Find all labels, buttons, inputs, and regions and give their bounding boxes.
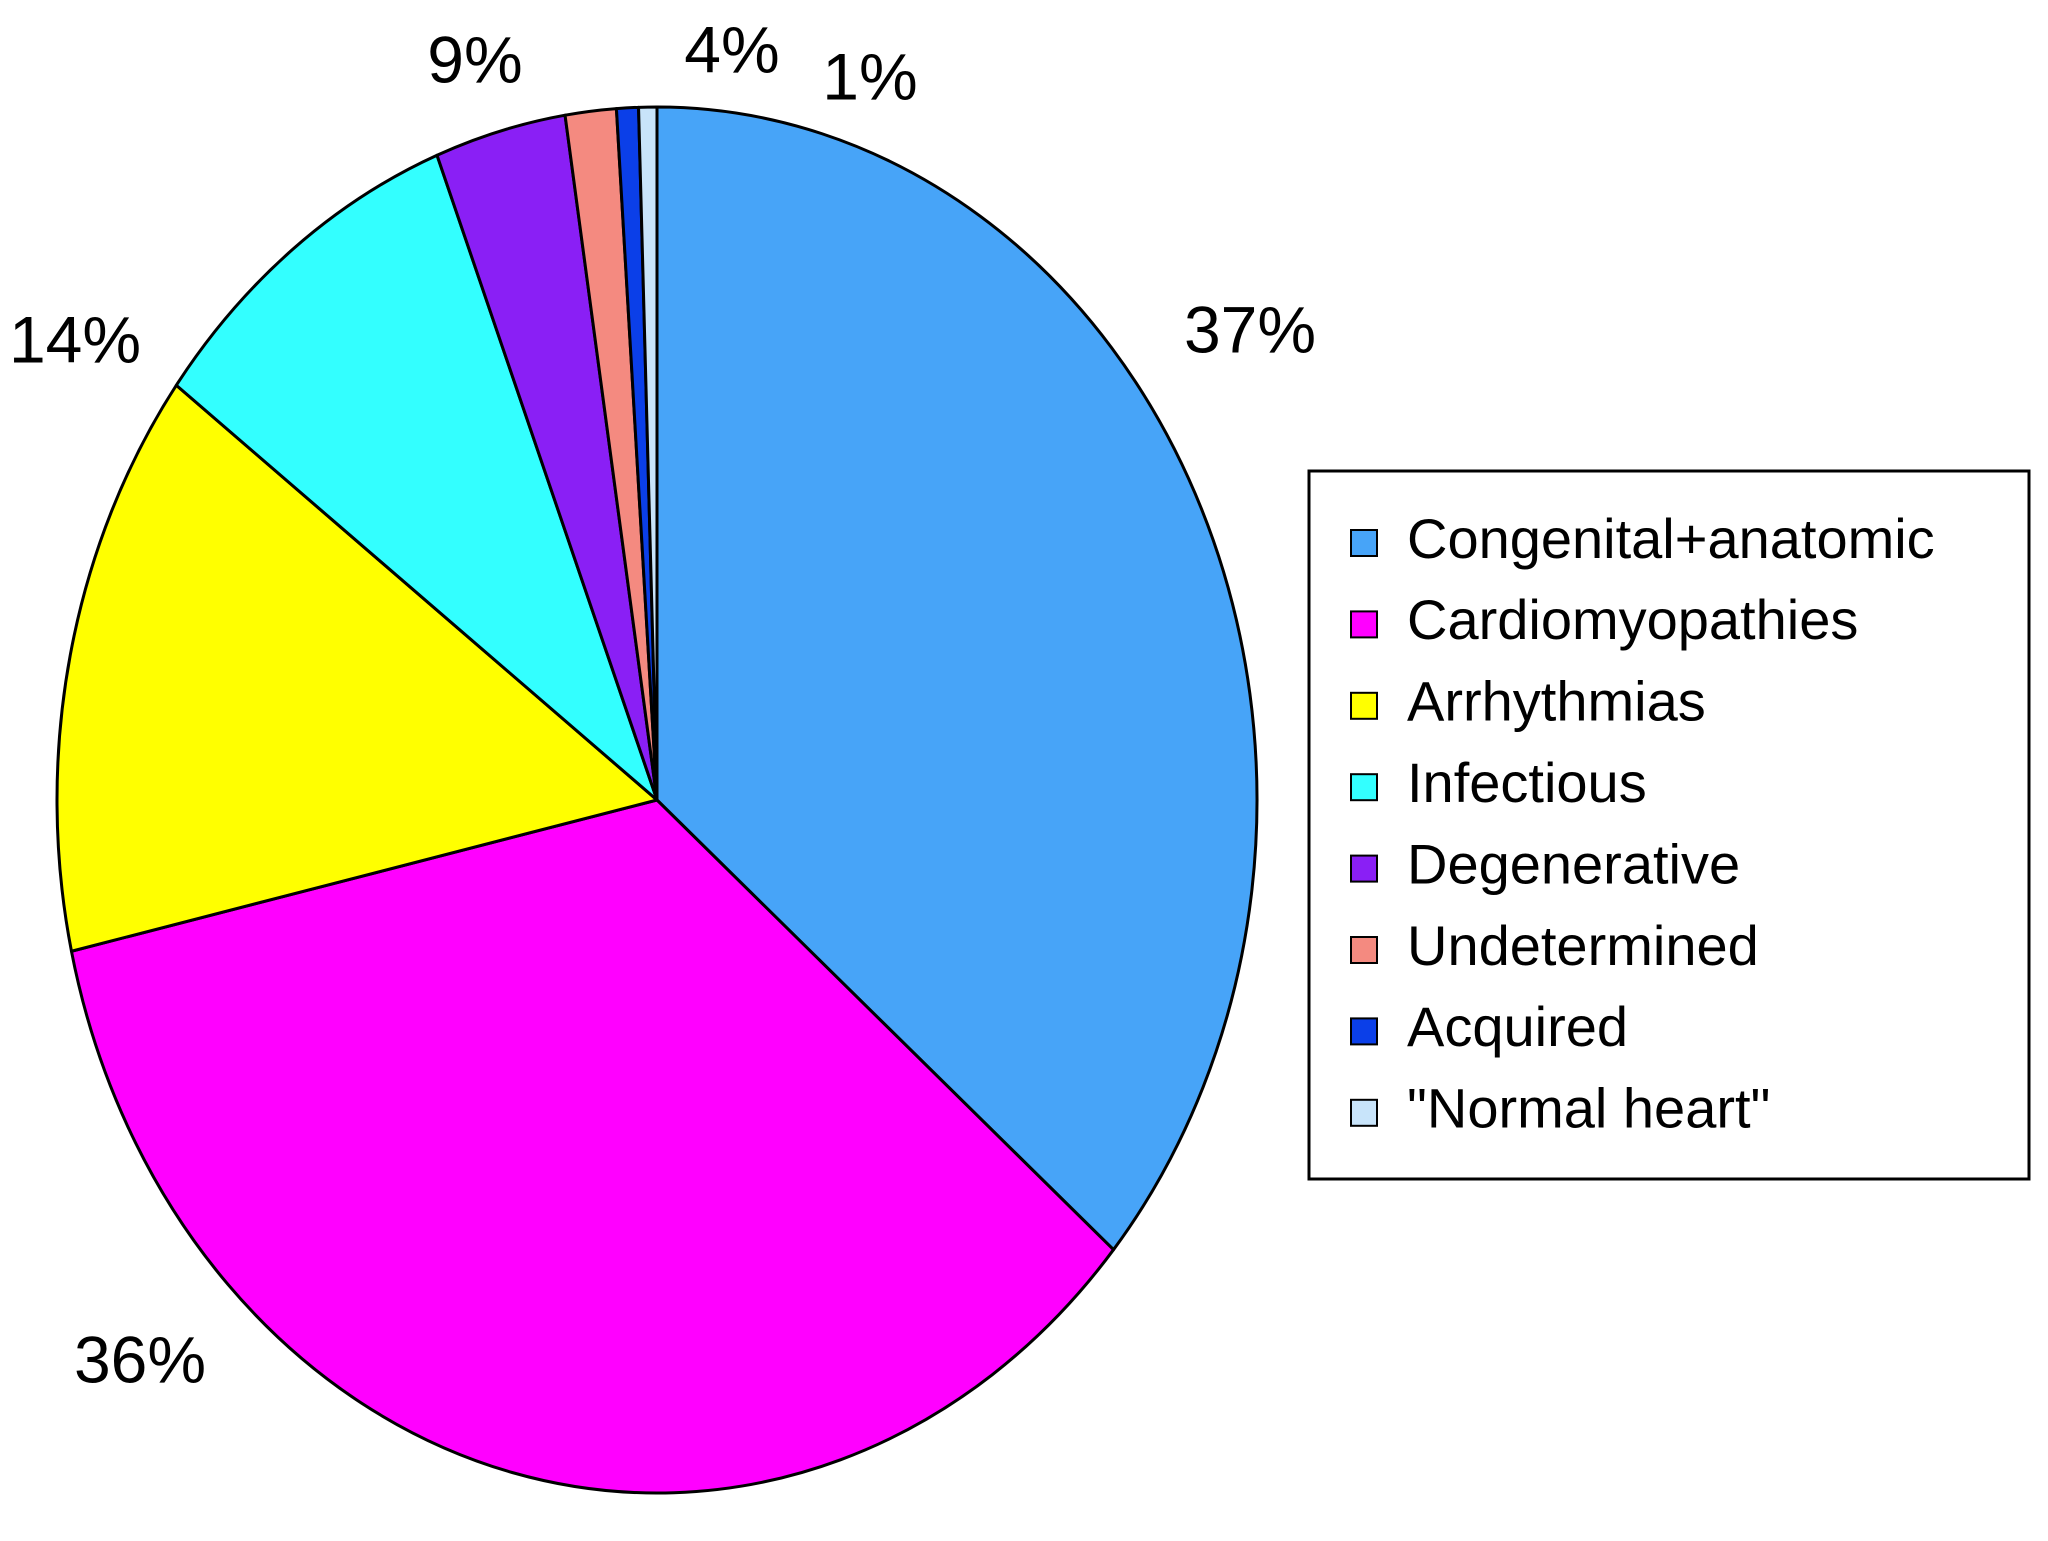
slice-label: 4%	[684, 12, 779, 86]
slice-label: 14%	[9, 302, 141, 376]
slice-label: 36%	[74, 1322, 206, 1396]
pie-slice-labels: 37% 36% 14% 9% 4% 1%	[9, 12, 1316, 1396]
legend-swatch	[1350, 691, 1378, 720]
legend-label: Congenital+anatomic	[1407, 507, 1935, 570]
legend-swatch	[1350, 1017, 1378, 1046]
pie-slice-arrhythmias	[55, 383, 659, 953]
legend-label: Arrhythmias	[1407, 670, 1706, 733]
legend-swatch	[1350, 854, 1378, 883]
slice-label: 37%	[1184, 292, 1316, 366]
legend-swatch	[1350, 529, 1378, 557]
pie-slice-infectious	[174, 153, 659, 802]
legend-label: Acquired	[1407, 995, 1628, 1058]
legend: Congenital+anatomic Cardiomyopathies Arrhy…	[1307, 469, 2031, 1181]
legend-label: Undetermined	[1407, 914, 1759, 977]
pie-slice-cardiomyopathies	[69, 798, 1116, 1495]
legend-label: "Normal heart"	[1407, 1077, 1770, 1140]
legend-swatch	[1350, 773, 1378, 802]
legend-box	[1307, 469, 2031, 1181]
legend-label: Cardiomyopathies	[1407, 588, 1858, 651]
legend-swatch	[1350, 610, 1378, 639]
legend-label: Infectious	[1407, 751, 1647, 814]
legend-swatch	[1350, 936, 1378, 964]
slice-label: 1%	[822, 39, 917, 113]
pie-slices	[55, 105, 1259, 1495]
legend-label: Degenerative	[1407, 832, 1740, 895]
slice-label: 9%	[427, 22, 522, 96]
legend-swatch	[1350, 1098, 1378, 1127]
pie-slice-normal-heart	[637, 105, 659, 802]
pie-slice-congenital-anatomic	[655, 105, 1259, 1252]
legend-items: Congenital+anatomic Cardiomyopathies Arrhy…	[1350, 507, 1935, 1140]
